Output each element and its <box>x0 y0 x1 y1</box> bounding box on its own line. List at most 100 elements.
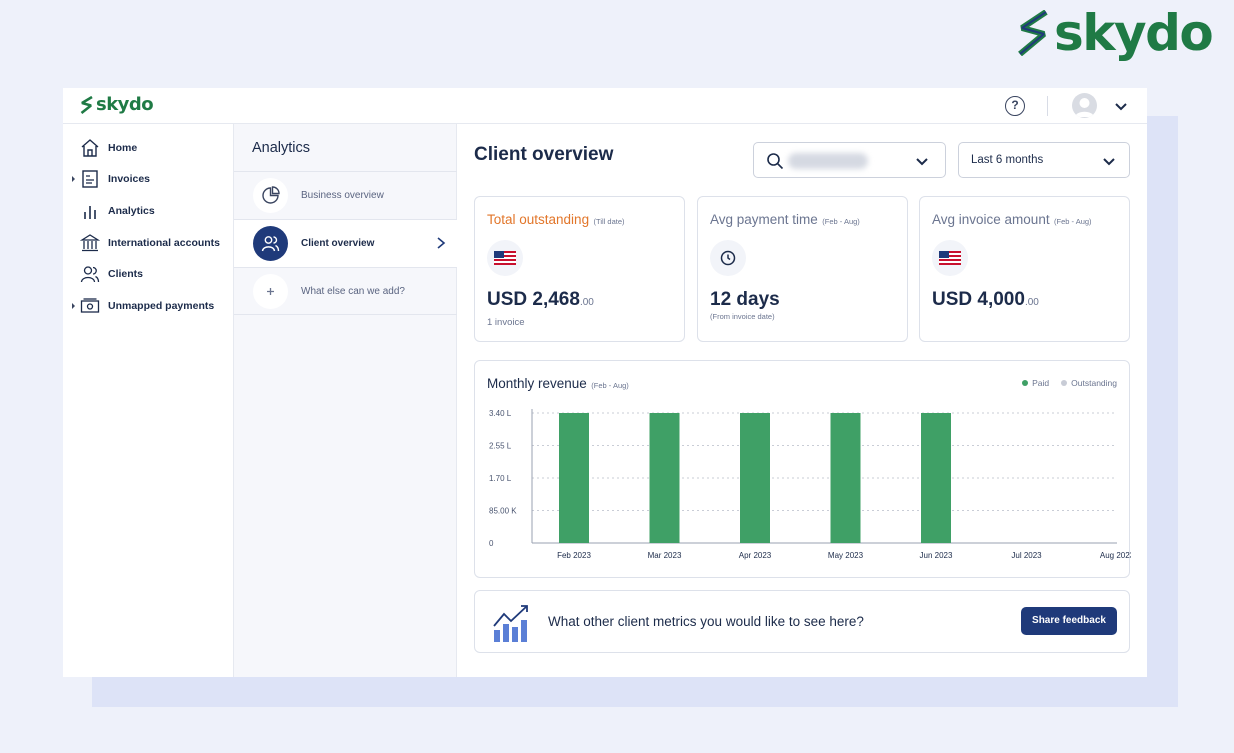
page-title: Client overview <box>474 144 614 165</box>
period-value: Last 6 months <box>971 154 1044 166</box>
clock-chip <box>710 240 746 276</box>
kpi-amount: 12 days <box>710 289 780 311</box>
bank-icon <box>80 234 100 252</box>
flag-chip <box>932 240 968 276</box>
main-content: Client overview Last 6 months Total outs… <box>457 124 1147 677</box>
sidebar-item-label: Analytics <box>108 205 155 217</box>
y-tick-label: 2.55 L <box>489 442 512 451</box>
sidebar: Home Invoices Analytics International ac… <box>63 124 234 677</box>
sidebar-item-label: Unmapped payments <box>108 300 215 312</box>
kpi-title: Total outstanding <box>487 212 590 227</box>
client-search-select[interactable] <box>753 142 946 178</box>
app-window: skydo ? Home Invoices <box>63 88 1147 677</box>
users-icon <box>261 236 280 252</box>
help-icon[interactable]: ? <box>1005 96 1025 116</box>
kpi-title: Avg invoice amount <box>932 212 1050 227</box>
flag-chip <box>487 240 523 276</box>
kpi-subtext: 1 invoice <box>487 317 525 328</box>
analytics-panel: Analytics Business overview Client overv… <box>234 124 457 677</box>
legend-label: Paid <box>1032 378 1050 388</box>
sidebar-item-label: International accounts <box>108 237 221 249</box>
top-bar: skydo ? <box>63 88 1147 124</box>
icon-circle <box>253 274 288 309</box>
app-logo[interactable]: skydo <box>80 96 154 114</box>
subnav-label: Business overview <box>301 190 384 201</box>
sidebar-item-home[interactable]: Home <box>63 136 234 160</box>
chart-legend: Paid Outstanding <box>1022 378 1117 388</box>
divider <box>1047 96 1048 116</box>
sidebar-item-unmapped-payments[interactable]: Unmapped payments <box>63 294 234 318</box>
kpi-period: (Till date) <box>593 217 625 226</box>
legend-dot <box>1061 380 1068 386</box>
y-tick-label: 0 <box>489 539 494 548</box>
feedback-question: What other client metrics you would like… <box>548 614 864 629</box>
avatar[interactable] <box>1072 93 1097 118</box>
sidebar-item-invoices[interactable]: Invoices <box>63 167 234 191</box>
kpi-title: Avg payment time <box>710 212 818 227</box>
legend-dot <box>1022 380 1029 386</box>
kpi-decimals: .00 <box>1024 297 1039 308</box>
subnav-label: Client overview <box>301 238 375 249</box>
bar-paid <box>649 413 680 543</box>
subnav-business-overview[interactable]: Business overview <box>234 171 457 219</box>
invoice-icon <box>82 170 98 188</box>
kpi-avg-invoice-amount: Avg invoice amount (Feb - Aug) USD 4,000… <box>919 196 1130 342</box>
sidebar-item-label: Invoices <box>108 173 151 185</box>
sidebar-item-clients[interactable]: Clients <box>63 262 234 286</box>
bar-paid <box>559 413 589 543</box>
revenue-bar-chart: 0 85.00 K 1.70 L 2.55 L 3.40 L Feb 2023 Mar 20… <box>489 409 1131 560</box>
chart-header: Monthly revenue (Feb - Aug) <box>487 375 629 393</box>
legend-label: Outstanding <box>1071 378 1117 388</box>
kpi-period: (Feb - Aug) <box>822 217 860 226</box>
kpi-amount: USD 4,000.00 <box>932 289 1039 311</box>
x-tick-label: May 2023 <box>828 551 864 560</box>
us-flag-icon <box>494 251 516 265</box>
skydo-logo-icon <box>80 96 93 114</box>
feedback-card: What other client metrics you would like… <box>474 590 1130 653</box>
kpi-period: (Feb - Aug) <box>1054 217 1092 226</box>
subnav-client-overview[interactable]: Client overview <box>234 219 457 267</box>
kpi-header: Avg invoice amount (Feb - Aug) <box>932 211 1092 229</box>
skydo-logo-icon <box>1018 10 1048 56</box>
chevron-down-icon <box>916 158 928 166</box>
sidebar-item-international-accounts[interactable]: International accounts <box>63 231 234 255</box>
subnav-what-else[interactable]: What else can we add? <box>234 267 457 315</box>
brand-wordmark: skydo <box>1054 4 1214 62</box>
kpi-subtext: (From invoice date) <box>710 312 775 321</box>
icon-circle <box>253 226 288 261</box>
panel-title: Analytics <box>252 140 311 156</box>
bar-paid <box>740 413 770 543</box>
bar-paid <box>830 413 861 543</box>
caret-right-icon <box>72 303 75 309</box>
share-feedback-button[interactable]: Share feedback <box>1021 607 1117 635</box>
period-select[interactable]: Last 6 months <box>958 142 1130 178</box>
kpi-amount: USD 2,468.00 <box>487 289 594 311</box>
y-tick-label: 1.70 L <box>489 474 512 483</box>
sidebar-item-label: Home <box>108 142 138 154</box>
x-tick-label: Apr 2023 <box>739 551 772 560</box>
legend-item-paid: Paid <box>1022 378 1049 388</box>
cash-icon <box>80 298 100 313</box>
us-flag-icon <box>939 251 961 265</box>
kpi-value: USD 4,000 <box>932 289 1025 310</box>
legend-item-outstanding: Outstanding <box>1061 378 1117 388</box>
kpi-avg-payment-time: Avg payment time (Feb - Aug) 12 days (Fr… <box>697 196 908 342</box>
bar-paid <box>921 413 951 543</box>
clock-icon <box>720 250 736 266</box>
users-icon <box>80 266 100 283</box>
chevron-down-icon[interactable] <box>1113 98 1129 114</box>
y-tick-label: 85.00 K <box>489 507 517 516</box>
kpi-total-outstanding: Total outstanding (Till date) USD 2,468.… <box>474 196 685 342</box>
chart-period: (Feb - Aug) <box>591 381 629 390</box>
kpi-decimals: .00 <box>579 297 594 308</box>
kpi-value: 12 days <box>710 289 780 310</box>
sidebar-item-analytics[interactable]: Analytics <box>63 199 234 223</box>
growth-chart-icon <box>493 605 528 642</box>
x-tick-label: Mar 2023 <box>648 551 682 560</box>
user-icon <box>1075 98 1094 117</box>
plus-icon <box>267 288 274 295</box>
x-tick-label: Jun 2023 <box>920 551 953 560</box>
sidebar-item-label: Clients <box>108 268 144 280</box>
kpi-header: Total outstanding (Till date) <box>487 211 625 229</box>
bar-chart-icon <box>84 206 96 219</box>
